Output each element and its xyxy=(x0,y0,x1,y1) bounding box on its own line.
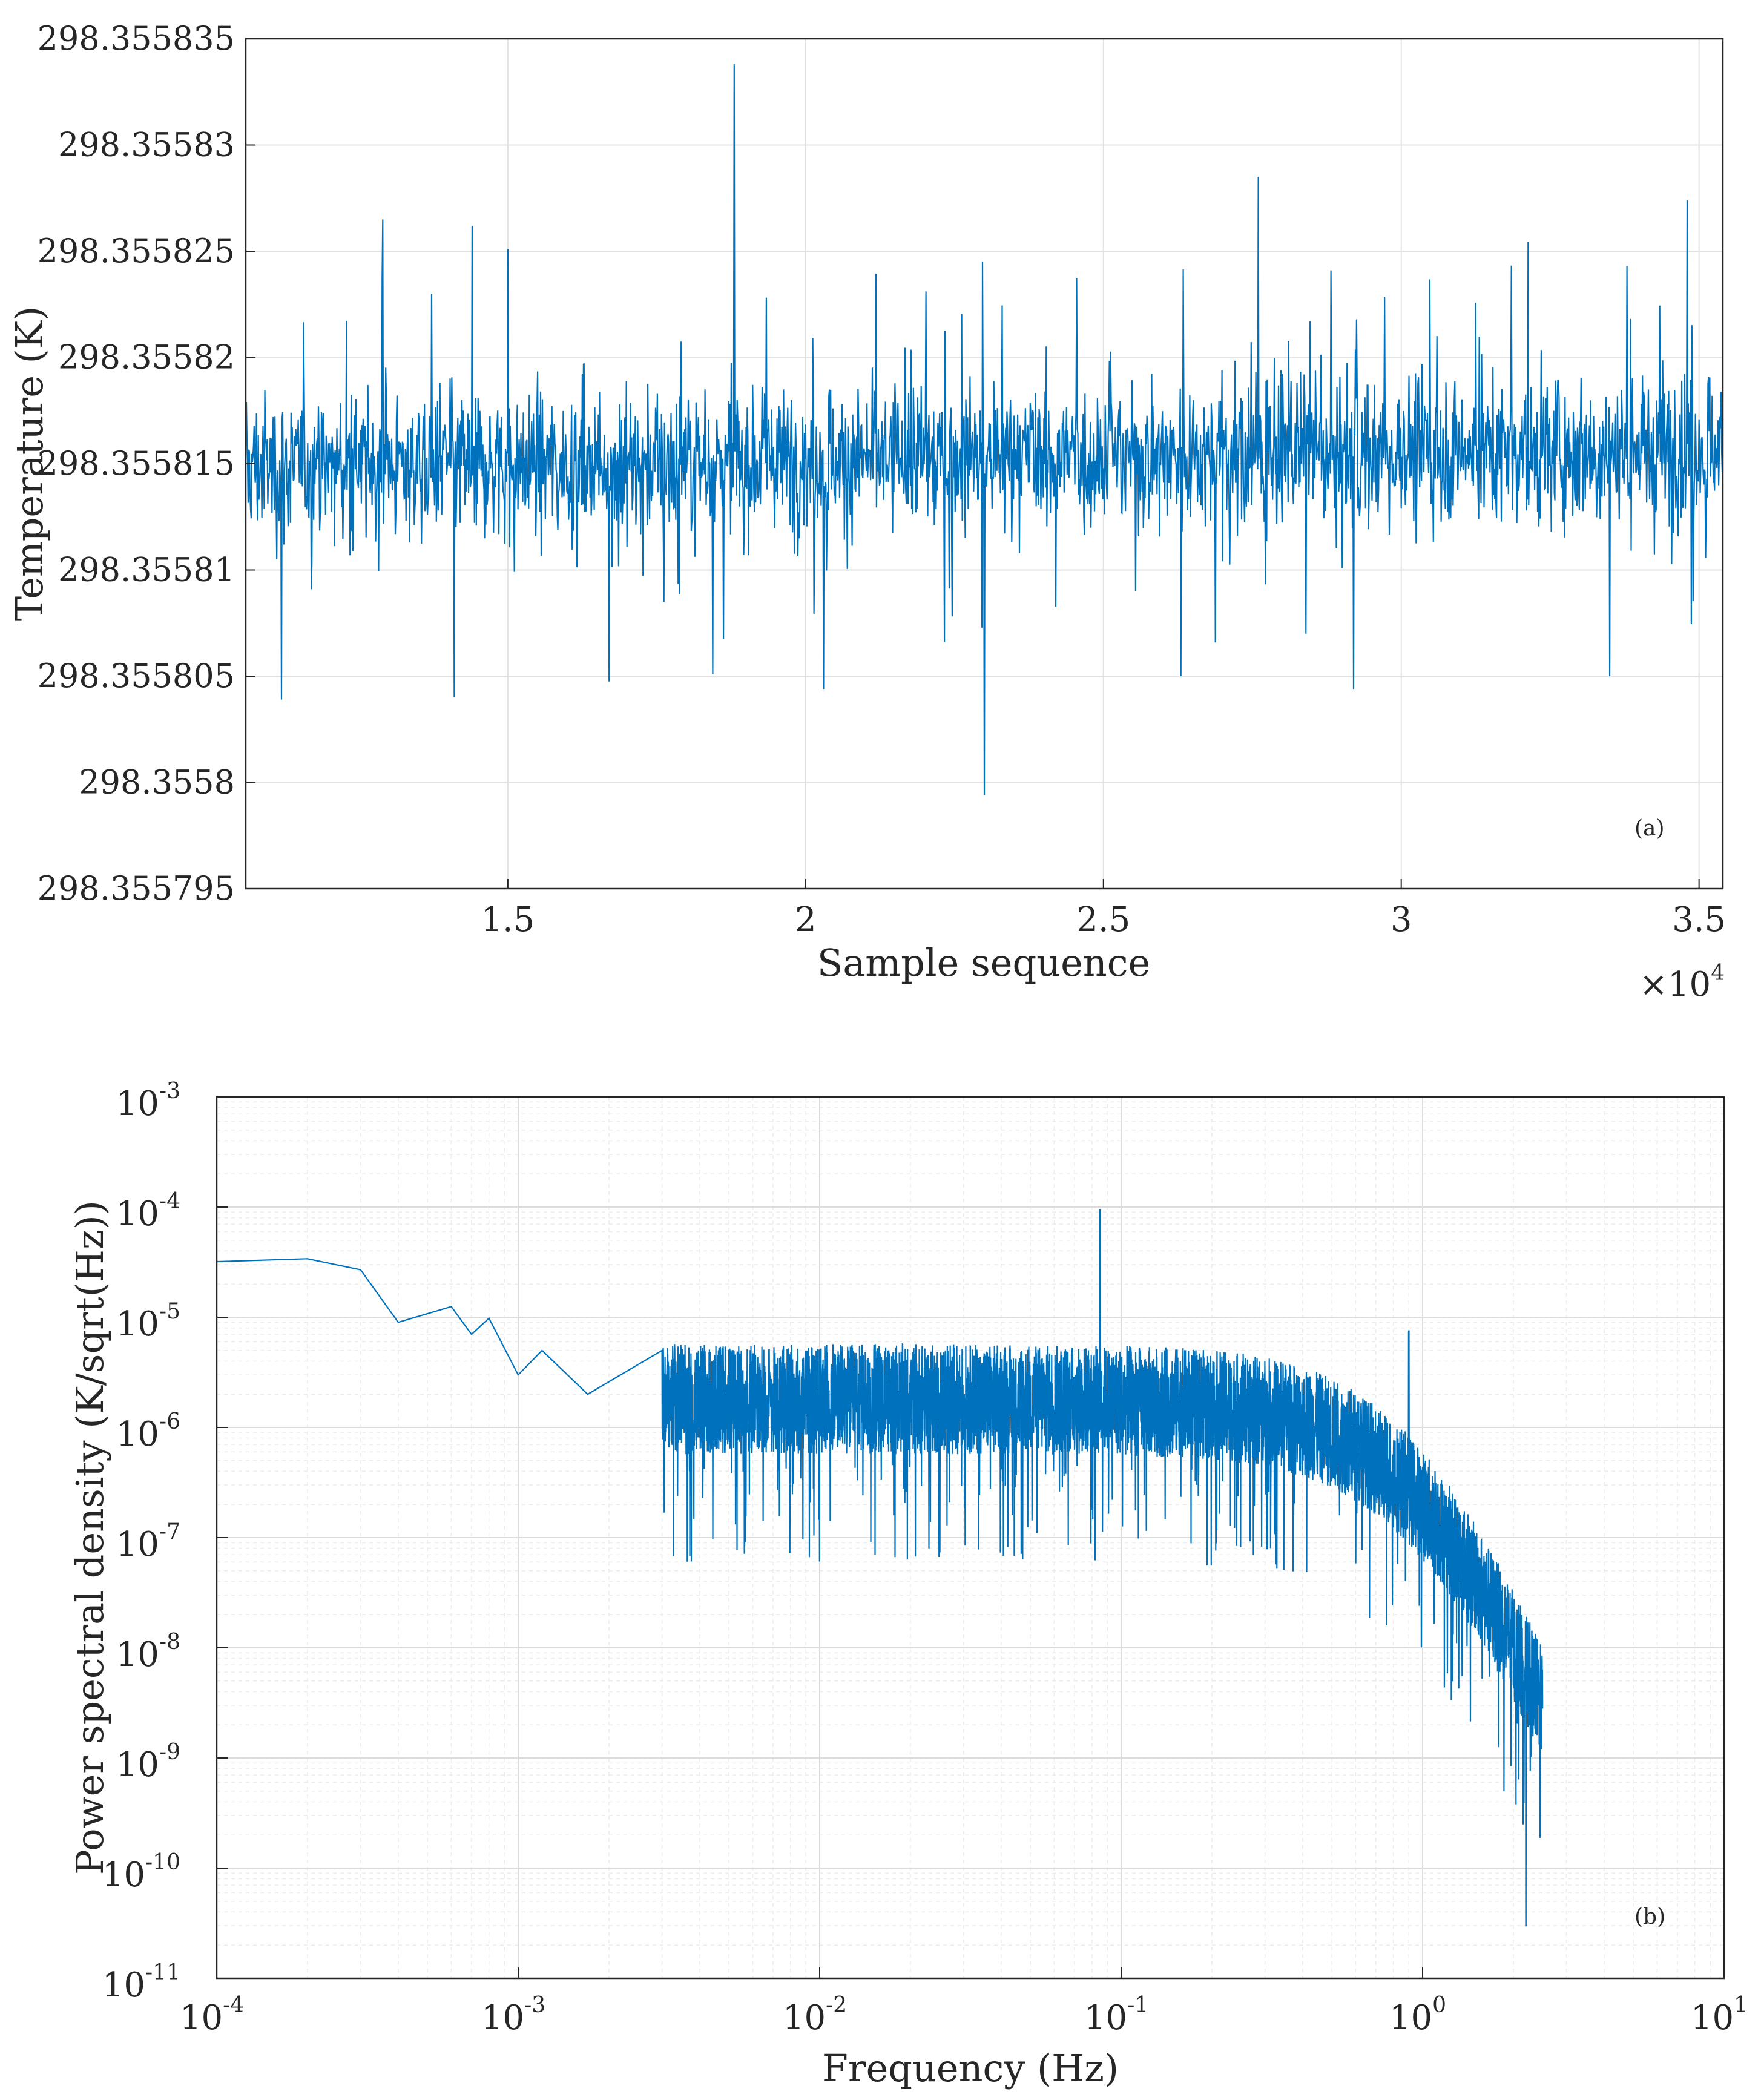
y-tick-exp-b: -4 xyxy=(159,1189,180,1214)
x-tick-label-a: 2 xyxy=(795,900,817,940)
y-tick-label-a: 298.35583 xyxy=(58,126,235,164)
y-tick-exp-b: -3 xyxy=(159,1079,180,1104)
y-tick-label-a: 298.3558 xyxy=(79,763,235,801)
y-tick-label-b: 10-8 xyxy=(116,1630,180,1674)
y-tick-exp-b: -9 xyxy=(159,1740,180,1765)
x-tick-label-a: 3 xyxy=(1391,900,1412,940)
psd-series-line xyxy=(216,1209,1544,1927)
x-tick-base-b: 10 xyxy=(481,1998,524,2038)
y-tick-exp-b: -10 xyxy=(145,1850,180,1875)
x-tick-label-b: 101 xyxy=(1691,1993,1748,2038)
y-tick-exp-b: -7 xyxy=(159,1519,180,1544)
x-tick-label-b: 10-4 xyxy=(180,1993,244,2038)
temperature-series-line xyxy=(245,64,1724,795)
y-tick-base-b: 10 xyxy=(116,1415,159,1454)
y-tick-exp-b: -8 xyxy=(159,1630,180,1654)
y-tick-label-a: 298.35581 xyxy=(58,551,235,589)
y-tick-label-b: 10-5 xyxy=(116,1299,180,1344)
y-tick-label-a: 298.355825 xyxy=(38,232,235,270)
y-ticks-a: 298.355835 298.35583 298.355825 298.35582 29… xyxy=(38,19,255,907)
x-tick-exp-b: -2 xyxy=(826,1993,847,2018)
x-tick-base-b: 10 xyxy=(180,1998,223,2038)
x-tick-exp-b: 1 xyxy=(1734,1993,1748,2018)
x-tick-base-b: 10 xyxy=(1691,1998,1734,2038)
y-tick-label-b: 10-9 xyxy=(116,1740,180,1785)
y-tick-label-b: 10-3 xyxy=(116,1079,180,1124)
y-tick-label-a: 298.355835 xyxy=(38,19,235,58)
x-axis-label-b: Frequency (Hz) xyxy=(822,2046,1119,2090)
y-tick-base-b: 10 xyxy=(116,1525,159,1564)
x-tick-label-a: 2.5 xyxy=(1076,900,1130,940)
x-tick-base-b: 10 xyxy=(783,1998,826,2038)
x-tick-exp-b: 0 xyxy=(1432,1993,1446,2018)
y-tick-label-b: 10-7 xyxy=(116,1519,180,1564)
y-tick-label-a: 298.355795 xyxy=(38,869,235,907)
x-tick-label-b: 10-2 xyxy=(783,1993,847,2038)
panel-label-b: (b) xyxy=(1634,1904,1665,1929)
y-axis-label-b: Power spectral density (K/sqrt(Hz)) xyxy=(68,1200,112,1875)
x-tick-label-a: 3.5 xyxy=(1672,900,1726,940)
y-tick-exp-b: -5 xyxy=(159,1299,180,1324)
y-tick-exp-b: -6 xyxy=(159,1409,180,1434)
y-tick-base-b: 10 xyxy=(116,1305,159,1344)
x-tick-label-b: 10-3 xyxy=(481,1993,545,2038)
y-tick-base-b: 10 xyxy=(116,1194,159,1234)
x-tick-exp-b: -3 xyxy=(524,1993,545,2018)
x-tick-base-b: 10 xyxy=(1389,1998,1432,2038)
y-tick-exp-b: -11 xyxy=(145,1960,180,1985)
y-tick-base-b: 10 xyxy=(116,1745,159,1785)
x-tick-label-b: 10-1 xyxy=(1084,1993,1148,2038)
y-tick-label-a: 298.355805 xyxy=(38,657,235,695)
y-tick-base-b: 10 xyxy=(116,1084,159,1124)
y-axis-label-a: Temperature (K) xyxy=(7,306,51,622)
x-ticks-b: 10-4 10-3 10-2 10-1 100 101 xyxy=(180,1967,1748,2038)
x-tick-label-a: 1.5 xyxy=(481,900,535,940)
x-multiplier-base: ×10 xyxy=(1639,965,1711,1004)
x-tick-label-b: 100 xyxy=(1389,1993,1446,2038)
y-tick-label-b: 10-10 xyxy=(102,1850,180,1895)
x-multiplier-exp: 4 xyxy=(1711,961,1725,986)
y-tick-label-a: 298.35582 xyxy=(58,338,235,377)
y-tick-base-b: 10 xyxy=(102,1855,145,1895)
x-multiplier-a: ×104 xyxy=(1639,961,1725,1004)
y-tick-label-b: 10-11 xyxy=(102,1960,180,2005)
panel-label-a: (a) xyxy=(1634,816,1665,841)
x-tick-exp-b: -1 xyxy=(1127,1993,1148,2018)
x-axis-label-a: Sample sequence xyxy=(817,941,1150,985)
x-ticks-a: 1.5 2 2.5 3 3.5 xyxy=(481,879,1726,940)
y-tick-base-b: 10 xyxy=(116,1635,159,1674)
x-tick-base-b: 10 xyxy=(1084,1998,1127,2038)
y-tick-label-b: 10-4 xyxy=(116,1189,180,1234)
y-tick-label-b: 10-6 xyxy=(116,1409,180,1454)
temperature-chart: 298.355835298.35583298.355825298.3558229… xyxy=(7,19,1726,1004)
y-tick-label-a: 298.355815 xyxy=(38,444,235,482)
x-tick-exp-b: -4 xyxy=(223,1993,244,2018)
y-tick-base-b: 10 xyxy=(102,1966,145,2005)
